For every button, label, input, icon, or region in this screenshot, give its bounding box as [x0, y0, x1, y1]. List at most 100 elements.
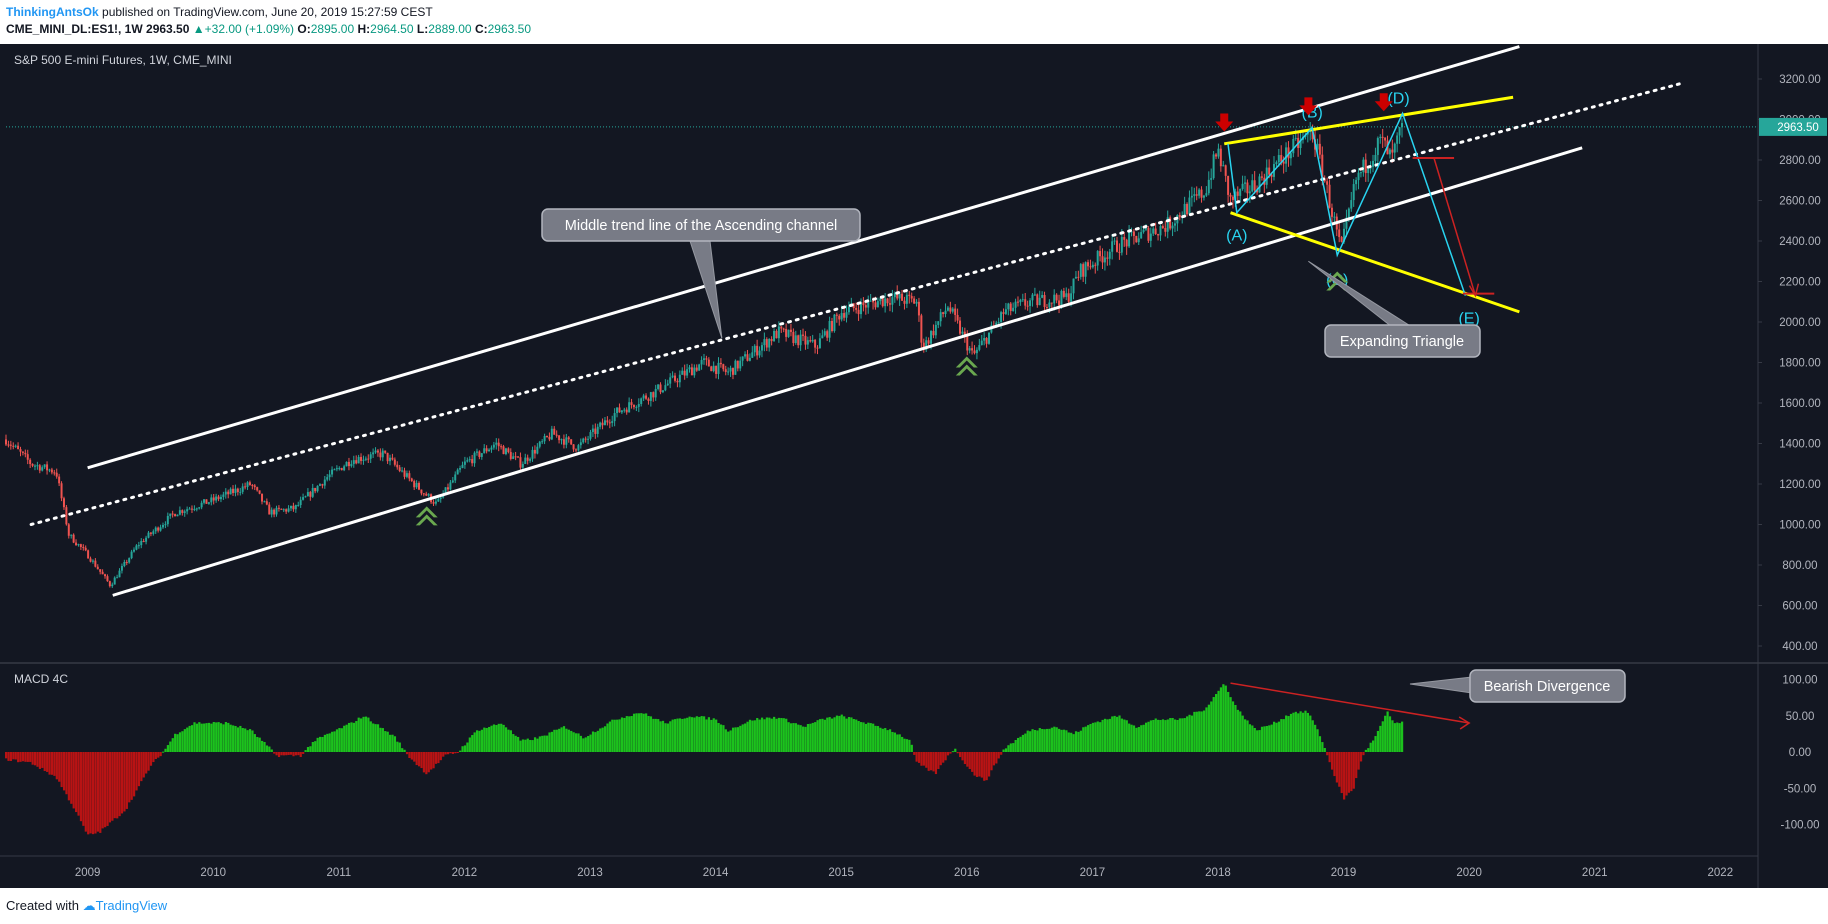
macd-bar — [133, 752, 136, 797]
author-link[interactable]: ThinkingAntsOk — [6, 5, 99, 19]
price-pane[interactable] — [5, 118, 1758, 588]
macd-bar — [369, 721, 372, 752]
macd-bar — [1014, 739, 1017, 752]
macd-bar — [1280, 719, 1283, 752]
macd-bar — [217, 722, 220, 752]
candle-body — [381, 450, 384, 458]
macd-bar — [690, 717, 694, 752]
candle-body — [1116, 240, 1119, 252]
macd-bar — [978, 752, 981, 777]
candle-body — [1058, 300, 1061, 306]
macd-bar — [265, 745, 269, 752]
candle-body — [1079, 264, 1082, 277]
candle-body — [31, 463, 34, 466]
candle-body — [147, 532, 150, 538]
candle-body — [1128, 232, 1131, 247]
wave-path[interactable] — [1227, 111, 1467, 296]
candle-body — [995, 322, 998, 326]
macd-bar — [154, 752, 157, 760]
macd-bar — [306, 747, 310, 752]
macd-bar — [635, 713, 638, 752]
macd-bar — [99, 752, 102, 833]
symbol-label[interactable]: CME_MINI_DL:ES1!, 1W — [6, 22, 143, 36]
candle-body — [14, 445, 17, 447]
macd-bar — [130, 752, 133, 800]
candle-body — [234, 488, 237, 493]
candle-body — [169, 513, 172, 516]
divergence-callout[interactable]: Bearish Divergence — [1409, 669, 1626, 703]
candle-body — [326, 477, 329, 480]
candle-body — [891, 297, 894, 305]
macd-bar — [19, 752, 22, 762]
macd-bar — [253, 734, 256, 752]
candle-body — [1101, 256, 1104, 263]
macd-bar — [1108, 718, 1111, 752]
drawings[interactable]: (A)(B)(C)(D)(E)Middle trend line of the … — [29, 45, 1685, 730]
macd-bar — [174, 733, 177, 752]
macd-bar — [780, 718, 783, 752]
channel-middle-line[interactable] — [29, 81, 1685, 526]
macd-bar — [294, 752, 298, 756]
candle-body — [70, 534, 73, 536]
divergence-line[interactable] — [1230, 682, 1470, 724]
candle-body — [845, 312, 848, 318]
middle-line-callout-box — [541, 208, 861, 242]
macd-bar — [1398, 723, 1401, 752]
macd-bar — [1335, 752, 1338, 783]
macd-bar — [140, 752, 143, 782]
candle-body — [640, 398, 643, 404]
macd-bar — [596, 730, 599, 752]
macd-bar — [463, 745, 467, 752]
tradingview-brand[interactable]: TradingView — [95, 898, 168, 913]
macd-bar — [1188, 714, 1191, 752]
candle-body — [333, 469, 336, 471]
macd-bar — [485, 728, 488, 752]
candle-body — [722, 364, 725, 370]
candle-body — [108, 581, 111, 587]
triangle-callout[interactable]: Expanding Triangle — [1308, 260, 1481, 358]
macd-bar — [509, 730, 512, 752]
candle-body — [944, 310, 947, 314]
channel-lower-line[interactable] — [112, 146, 1583, 597]
macd-bar — [326, 733, 329, 752]
macd-bar — [1396, 722, 1399, 752]
macd-bar — [299, 752, 302, 757]
tradingview-logo-icon[interactable]: ☁ — [82, 898, 96, 913]
triangle-bottom-line[interactable] — [1230, 211, 1520, 314]
macd-bar — [9, 752, 13, 761]
candle-body — [1048, 302, 1051, 308]
candle-body — [33, 465, 36, 467]
macd-pane[interactable] — [5, 684, 1404, 835]
candle-body — [1024, 299, 1027, 306]
macd-bar — [942, 752, 945, 763]
candle-body — [427, 494, 430, 496]
macd-bar — [700, 716, 703, 752]
candle-body — [859, 302, 862, 315]
candle-body — [227, 491, 230, 495]
candle-body — [649, 392, 652, 401]
macd-bar — [831, 718, 834, 752]
macd-bar — [408, 752, 411, 759]
triangle-top-line[interactable] — [1223, 95, 1514, 146]
target-arrow[interactable] — [1433, 157, 1477, 296]
candle-body — [1012, 307, 1015, 312]
candle-body — [748, 357, 751, 361]
macd-bar — [389, 734, 392, 752]
candle-body — [756, 345, 759, 356]
macd-bar — [1359, 752, 1363, 762]
chart-area[interactable]: 400.00 600.00 800.00 1000.00 1200.00 1400.00 1… — [0, 44, 1828, 888]
candle-body — [1082, 264, 1085, 277]
macd-bar — [879, 727, 882, 752]
candle-body — [1207, 179, 1210, 194]
macd-bar — [1048, 728, 1051, 752]
middle-line-callout[interactable]: Middle trend line of the Ascending chann… — [541, 208, 861, 339]
candle-body — [376, 450, 379, 453]
time-tick-label: 2012 — [452, 867, 478, 879]
candle-body — [84, 547, 87, 551]
candle-body — [570, 439, 573, 445]
macd-bar — [347, 722, 351, 752]
macd-bar — [1304, 710, 1307, 752]
close-value: 2963.50 — [487, 22, 532, 36]
channel-upper-line[interactable] — [87, 45, 1520, 470]
macd-bar — [258, 737, 261, 752]
